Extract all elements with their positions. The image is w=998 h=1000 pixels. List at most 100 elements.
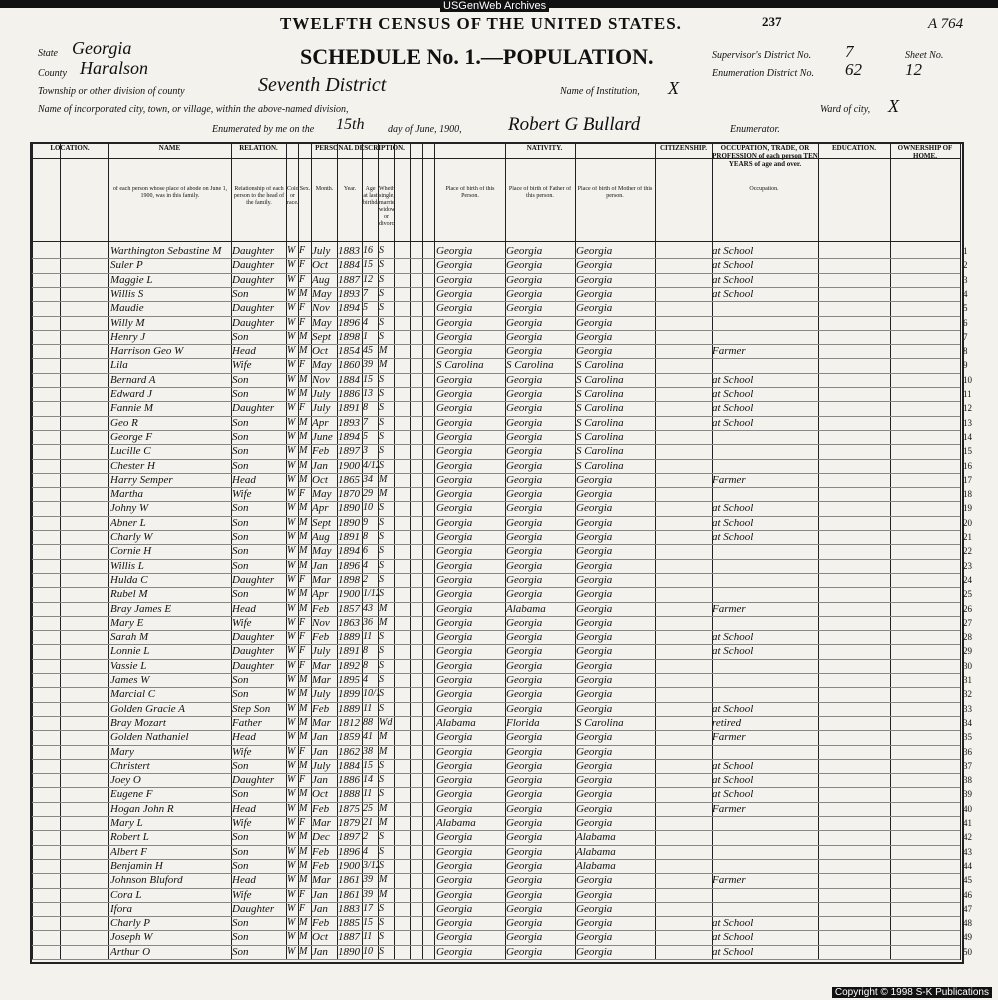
column-subheader: Age at last birthday.	[363, 186, 378, 206]
cell: S Carolina	[576, 430, 624, 443]
column-subheader: Place of birth of Father of this person.	[508, 186, 572, 199]
cell: Feb	[312, 859, 330, 872]
cell: Son	[232, 674, 249, 686]
cell: 15	[363, 259, 373, 271]
cell: W	[287, 945, 296, 957]
cell: Georgia	[436, 488, 473, 501]
cell: W	[287, 488, 296, 500]
cell: M	[299, 688, 308, 700]
cell: 1884	[338, 759, 360, 772]
cell: 4	[963, 288, 968, 299]
cell: Son	[232, 459, 249, 472]
column-subheader: of each person whose place of abode on J…	[112, 186, 228, 199]
cell: W	[287, 788, 296, 800]
cell: 44	[963, 860, 972, 871]
cell: 1899	[338, 688, 360, 701]
cell: 1890	[338, 945, 360, 958]
copyright: Copyright © 1998 S-K Publications	[831, 987, 992, 998]
cell: Head	[232, 602, 256, 615]
cell: M	[379, 731, 388, 743]
cell: W	[287, 430, 296, 442]
cell: Daughter	[232, 659, 275, 672]
column-rule	[422, 142, 423, 960]
cell: 9	[963, 360, 968, 371]
cell: Georgia	[506, 688, 543, 701]
cell: 15	[963, 446, 972, 457]
cell: 12	[363, 273, 373, 285]
cell: Georgia	[506, 488, 543, 501]
column-subheader: Year.	[343, 186, 357, 192]
cell: 11	[963, 389, 972, 399]
cell: Son	[232, 287, 249, 300]
cell: M	[299, 674, 308, 685]
cell: Georgia	[506, 745, 543, 758]
cell: Mar	[312, 817, 331, 829]
row-rule	[32, 286, 960, 288]
cell: 1896	[338, 316, 360, 329]
cell: 43	[963, 846, 972, 857]
cell: S Carolina	[576, 388, 624, 400]
cell: F	[299, 273, 306, 285]
cell: F	[299, 616, 306, 628]
cell: 8	[363, 402, 368, 414]
row-rule	[32, 959, 960, 960]
cell: S Carolina	[576, 359, 624, 372]
cell: Wife	[232, 745, 252, 758]
cell: 7	[963, 331, 968, 342]
cell: 37	[963, 760, 972, 771]
cell: S	[379, 502, 384, 514]
cell: Georgia	[576, 817, 613, 829]
column-group-header: LOCATION.	[50, 144, 90, 152]
cell: Willis S	[110, 287, 144, 300]
cell: W	[287, 759, 296, 771]
cell: 1870	[338, 488, 360, 501]
cell: W	[287, 931, 296, 943]
cell: 5	[363, 430, 368, 442]
cell: 36	[963, 746, 972, 757]
cell: 43	[363, 602, 373, 614]
cell: 21	[363, 817, 373, 828]
cell: F	[299, 659, 306, 671]
cell: Farmer	[712, 602, 746, 615]
cell: F	[299, 259, 306, 271]
cell: 28	[963, 632, 972, 643]
cell: Wife	[232, 359, 252, 372]
cell: Dec	[312, 831, 330, 844]
cell: Georgia	[436, 573, 473, 586]
row-rule	[32, 601, 960, 603]
cell: Georgia	[576, 802, 613, 815]
cell: 1865	[338, 473, 360, 486]
column-subheader: Relationship of each person to the head …	[233, 186, 285, 206]
cell: S	[379, 316, 384, 328]
cell: Georgia	[506, 702, 543, 715]
cell: Charly P	[110, 917, 151, 930]
cell: 8	[363, 531, 368, 542]
cell: at School	[712, 373, 754, 386]
cell: Apr	[312, 502, 329, 515]
cell: Georgia	[436, 731, 473, 744]
cell: 1875	[338, 802, 360, 815]
cell: W	[287, 859, 296, 871]
cell: W	[287, 888, 296, 900]
cell: Cornie H	[110, 545, 152, 558]
cell: S	[379, 759, 384, 771]
cell: W	[287, 645, 296, 657]
cell: Son	[232, 531, 249, 543]
row-rule	[32, 801, 960, 803]
cell: 3	[363, 445, 368, 457]
cell: Georgia	[436, 917, 473, 930]
column-subheader: Sex.	[299, 186, 311, 192]
row-rule	[32, 916, 960, 918]
cell: Jan	[312, 745, 328, 758]
cell: Mary L	[110, 817, 143, 829]
cell: W	[287, 502, 296, 514]
cell: Georgia	[436, 245, 473, 257]
cell: M	[299, 388, 308, 399]
column-rule	[108, 142, 109, 960]
cell: Georgia	[506, 888, 543, 901]
row-rule	[32, 644, 960, 646]
cell: Ifora	[110, 902, 132, 915]
cell: Georgia	[436, 531, 473, 543]
cell: Farmer	[712, 874, 746, 887]
cell: Georgia	[576, 645, 613, 658]
